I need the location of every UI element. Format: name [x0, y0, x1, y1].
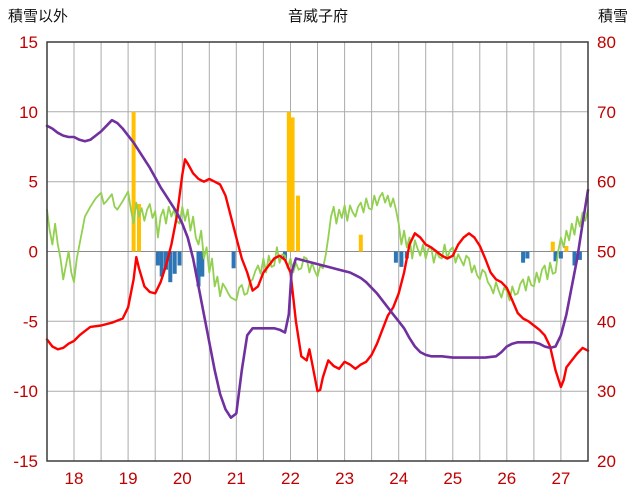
blue-bars-bar [168, 251, 173, 283]
left-axis-tick-label: 0 [29, 243, 38, 262]
blue-bars-bar [164, 251, 168, 270]
orange-bars-bar [296, 195, 300, 252]
blue-bars-bar [177, 251, 182, 266]
blue-bars-bar [521, 251, 526, 263]
x-axis-tick-label: 20 [173, 469, 192, 488]
right-axis-caption: 積雪 [597, 8, 628, 25]
orange-bars-bar [550, 241, 555, 252]
blue-bars-bar [196, 251, 201, 287]
x-axis-tick-label: 18 [65, 469, 84, 488]
left-axis-caption: 積雪以外 [8, 8, 69, 25]
x-axis-tick-label: 27 [551, 469, 570, 488]
red-line [45, 158, 590, 393]
right-axis-tick-label: 40 [597, 312, 616, 331]
orange-bars-bar [358, 234, 363, 252]
right-axis-tick-label: 60 [597, 173, 616, 192]
orange-bars-bar [286, 111, 291, 252]
blue-bars-bar [172, 251, 177, 274]
blue-bars-bar [231, 251, 236, 269]
blue-bars-bar [155, 251, 160, 266]
left-axis-tick-label: 5 [29, 173, 38, 192]
x-axis-tick-label: 26 [497, 469, 516, 488]
orange-bars-bar [564, 245, 569, 252]
green-line [46, 190, 589, 302]
blue-bars-bar [572, 251, 577, 266]
blue-bars-bar [200, 251, 205, 277]
right-axis-tick-label: 30 [597, 382, 616, 401]
left-axis-tick-label: -5 [23, 312, 38, 331]
blue-bars-bar [393, 251, 398, 263]
left-axis-tick-label: 15 [19, 33, 38, 52]
x-axis-tick-label: 24 [389, 469, 408, 488]
blue-bars-bar [399, 251, 404, 267]
orange-bars-bar [131, 111, 136, 252]
orange-bars-bar [137, 204, 141, 252]
right-axis-tick-label: 50 [597, 243, 616, 262]
right-axis-tick-label: 80 [597, 33, 616, 52]
left-axis-tick-label: -10 [13, 382, 38, 401]
plot-border [46, 41, 589, 462]
x-axis-tick-label: 19 [119, 469, 138, 488]
right-axis-tick-label: 70 [597, 103, 616, 122]
blue-bars-bar [577, 251, 582, 260]
orange-bars-bar [290, 117, 295, 252]
right-axis-tick-label: 20 [597, 452, 616, 471]
blue-bars-bar [558, 251, 563, 259]
blue-bars-bar [525, 251, 530, 259]
blue-bars-bar [159, 251, 164, 277]
x-axis-tick-label: 23 [335, 469, 354, 488]
left-axis-tick-label: 10 [19, 103, 38, 122]
purple-line [45, 118, 590, 420]
x-axis-tick-label: 22 [281, 469, 300, 488]
left-axis-tick-label: -15 [13, 452, 38, 471]
chart-title: 音威子府 [287, 8, 348, 25]
x-axis-tick-label: 25 [443, 469, 462, 488]
x-axis-tick-label: 21 [227, 469, 246, 488]
blue-bars-bar [553, 251, 558, 262]
